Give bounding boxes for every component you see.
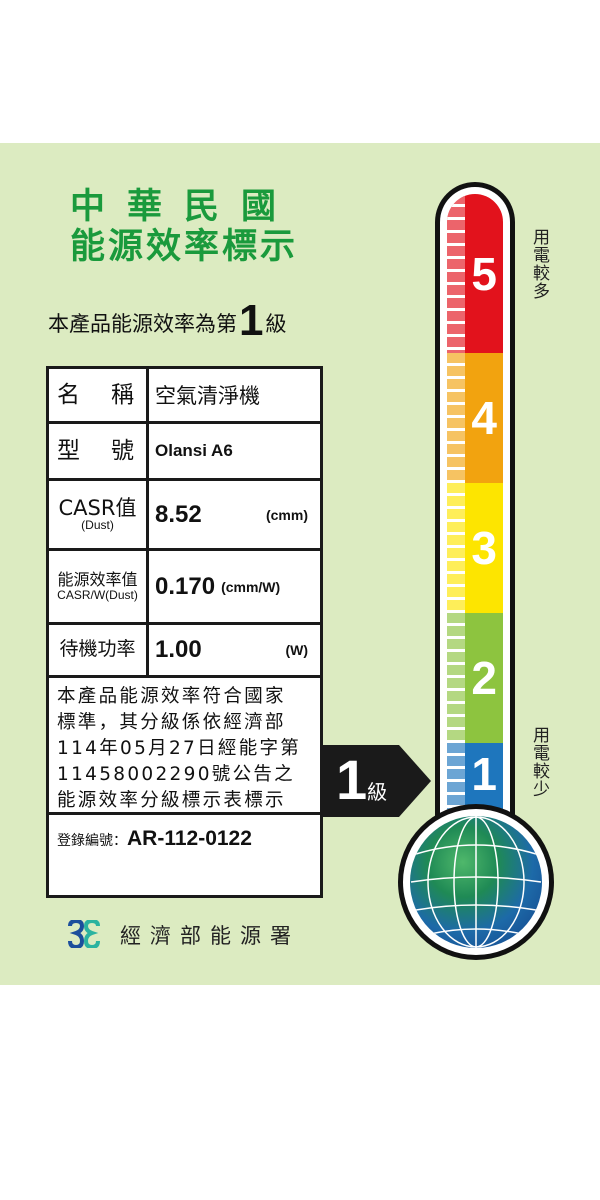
tick-marks [447, 613, 465, 743]
more-power-label: 用電較多 [529, 228, 549, 300]
casr-label: CASR值 (Dust) [46, 478, 149, 551]
level-2: 2 [447, 613, 503, 743]
standby-label: 待機功率 [46, 622, 149, 678]
model-label: 型 號 [46, 421, 149, 481]
grade-number: 1 [239, 296, 264, 345]
level-5: 5 [447, 194, 503, 353]
energy-agency-logo-icon [68, 920, 100, 948]
registration-number: 登錄編號：AR-112-0122 [46, 812, 323, 898]
globe-grid [410, 816, 542, 948]
title-label: 能源效率標示 [70, 227, 299, 267]
less-power-label: 用電較少 [529, 726, 549, 798]
grade-pointer-arrow [323, 745, 431, 817]
name-label: 名 稱 [46, 366, 149, 424]
tick-marks [447, 483, 465, 613]
pointer-grade: 1級 [336, 748, 388, 811]
model-value: Olansi A6 [146, 421, 323, 481]
tick-marks [447, 194, 465, 353]
casr-value-cell: 8.52 (cmm) [146, 478, 323, 551]
name-value: 空氣清淨機 [146, 366, 323, 424]
thermometer-scale: 5 4 3 2 1 [447, 194, 503, 834]
level-3: 3 [447, 483, 503, 613]
standby-value-cell: 1.00 (W) [146, 622, 323, 678]
level-4: 4 [447, 353, 503, 483]
title-country: 中華民國 [70, 187, 299, 227]
notice-text: 本產品能源效率符合國家 標準，其分級係依經濟部 114年05月27日經能字第 1… [46, 675, 323, 815]
grade-statement: 本產品能源效率為第1級 [48, 296, 287, 345]
tick-marks [447, 353, 465, 483]
agency-name: 經濟部能源署 [120, 924, 300, 948]
efficiency-value-cell: 0.170 (cmm/W) [146, 548, 323, 625]
efficiency-label: 能源效率值 CASR/W(Dust) [46, 548, 149, 625]
globe-icon [410, 816, 542, 948]
